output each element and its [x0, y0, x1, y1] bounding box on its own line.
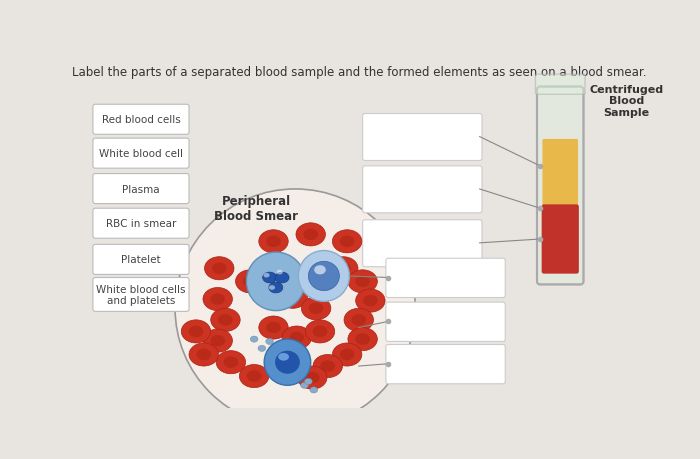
Ellipse shape	[332, 343, 362, 366]
Text: RBC in smear: RBC in smear	[106, 219, 176, 229]
Ellipse shape	[259, 278, 288, 301]
Ellipse shape	[239, 365, 269, 388]
FancyBboxPatch shape	[93, 278, 189, 312]
Ellipse shape	[348, 270, 377, 293]
Ellipse shape	[276, 270, 283, 275]
Ellipse shape	[216, 351, 246, 374]
FancyBboxPatch shape	[363, 220, 482, 267]
Ellipse shape	[266, 284, 281, 295]
Ellipse shape	[258, 346, 266, 352]
Ellipse shape	[286, 291, 300, 303]
Ellipse shape	[296, 224, 326, 246]
Ellipse shape	[310, 387, 318, 393]
Ellipse shape	[304, 379, 312, 385]
Ellipse shape	[344, 308, 374, 332]
Ellipse shape	[203, 330, 232, 353]
Text: Peripheral
Blood Smear: Peripheral Blood Smear	[214, 195, 298, 223]
Ellipse shape	[210, 294, 225, 305]
Ellipse shape	[266, 322, 281, 334]
Ellipse shape	[298, 366, 327, 389]
Text: Plasma: Plasma	[122, 184, 160, 194]
Ellipse shape	[246, 252, 305, 311]
Ellipse shape	[356, 290, 385, 313]
FancyBboxPatch shape	[93, 174, 189, 204]
Ellipse shape	[302, 297, 331, 320]
Ellipse shape	[212, 263, 227, 274]
Ellipse shape	[247, 370, 262, 382]
Ellipse shape	[189, 343, 218, 366]
Ellipse shape	[309, 262, 340, 291]
Ellipse shape	[251, 336, 258, 342]
FancyBboxPatch shape	[386, 302, 505, 341]
Ellipse shape	[340, 349, 354, 360]
FancyBboxPatch shape	[93, 209, 189, 239]
Ellipse shape	[259, 230, 288, 253]
Ellipse shape	[278, 285, 307, 308]
Circle shape	[175, 190, 415, 428]
Ellipse shape	[188, 326, 204, 337]
Ellipse shape	[351, 314, 366, 326]
Text: White blood cells
and platelets: White blood cells and platelets	[96, 284, 186, 306]
Ellipse shape	[243, 276, 258, 287]
Ellipse shape	[263, 273, 270, 278]
FancyBboxPatch shape	[536, 75, 585, 95]
Ellipse shape	[269, 282, 283, 293]
Ellipse shape	[203, 288, 232, 311]
Ellipse shape	[267, 357, 296, 380]
Ellipse shape	[303, 229, 318, 241]
FancyBboxPatch shape	[363, 114, 482, 161]
Ellipse shape	[305, 320, 335, 343]
Ellipse shape	[259, 316, 288, 339]
Text: Platelet: Platelet	[121, 255, 161, 265]
FancyBboxPatch shape	[386, 345, 505, 384]
Ellipse shape	[266, 236, 281, 247]
Text: Centrifuged
Blood
Sample: Centrifuged Blood Sample	[589, 84, 664, 118]
Ellipse shape	[314, 266, 326, 275]
Text: Red blood cells: Red blood cells	[102, 115, 181, 125]
Ellipse shape	[269, 285, 275, 290]
Ellipse shape	[356, 276, 370, 287]
FancyBboxPatch shape	[386, 259, 505, 298]
Ellipse shape	[275, 273, 289, 283]
Ellipse shape	[328, 257, 358, 280]
Ellipse shape	[262, 273, 276, 283]
FancyBboxPatch shape	[93, 139, 189, 169]
FancyBboxPatch shape	[542, 140, 578, 210]
Ellipse shape	[264, 339, 311, 386]
Ellipse shape	[313, 326, 328, 337]
FancyBboxPatch shape	[93, 245, 189, 275]
Ellipse shape	[218, 314, 233, 326]
Ellipse shape	[305, 372, 320, 384]
Ellipse shape	[340, 236, 354, 247]
Ellipse shape	[300, 382, 309, 388]
Ellipse shape	[336, 263, 351, 274]
Ellipse shape	[210, 335, 225, 347]
Ellipse shape	[223, 357, 238, 368]
Ellipse shape	[309, 303, 323, 314]
Ellipse shape	[274, 363, 288, 375]
Ellipse shape	[363, 295, 378, 307]
Ellipse shape	[181, 320, 211, 343]
FancyBboxPatch shape	[537, 87, 584, 285]
Ellipse shape	[313, 355, 342, 378]
Ellipse shape	[204, 257, 234, 280]
Ellipse shape	[348, 328, 377, 351]
Ellipse shape	[321, 360, 335, 372]
Ellipse shape	[197, 349, 211, 360]
Ellipse shape	[289, 332, 304, 344]
FancyBboxPatch shape	[93, 105, 189, 135]
Ellipse shape	[275, 351, 300, 374]
Ellipse shape	[211, 308, 240, 332]
Ellipse shape	[266, 339, 274, 345]
Ellipse shape	[332, 230, 362, 253]
Text: White blood cell: White blood cell	[99, 149, 183, 159]
Text: Label the parts of a separated blood sample and the formed elements as seen on a: Label the parts of a separated blood sam…	[71, 66, 646, 79]
Ellipse shape	[235, 270, 265, 293]
Ellipse shape	[282, 326, 312, 349]
FancyBboxPatch shape	[542, 205, 579, 274]
FancyBboxPatch shape	[363, 167, 482, 213]
Ellipse shape	[298, 251, 349, 302]
Ellipse shape	[278, 353, 289, 361]
Ellipse shape	[356, 334, 370, 345]
